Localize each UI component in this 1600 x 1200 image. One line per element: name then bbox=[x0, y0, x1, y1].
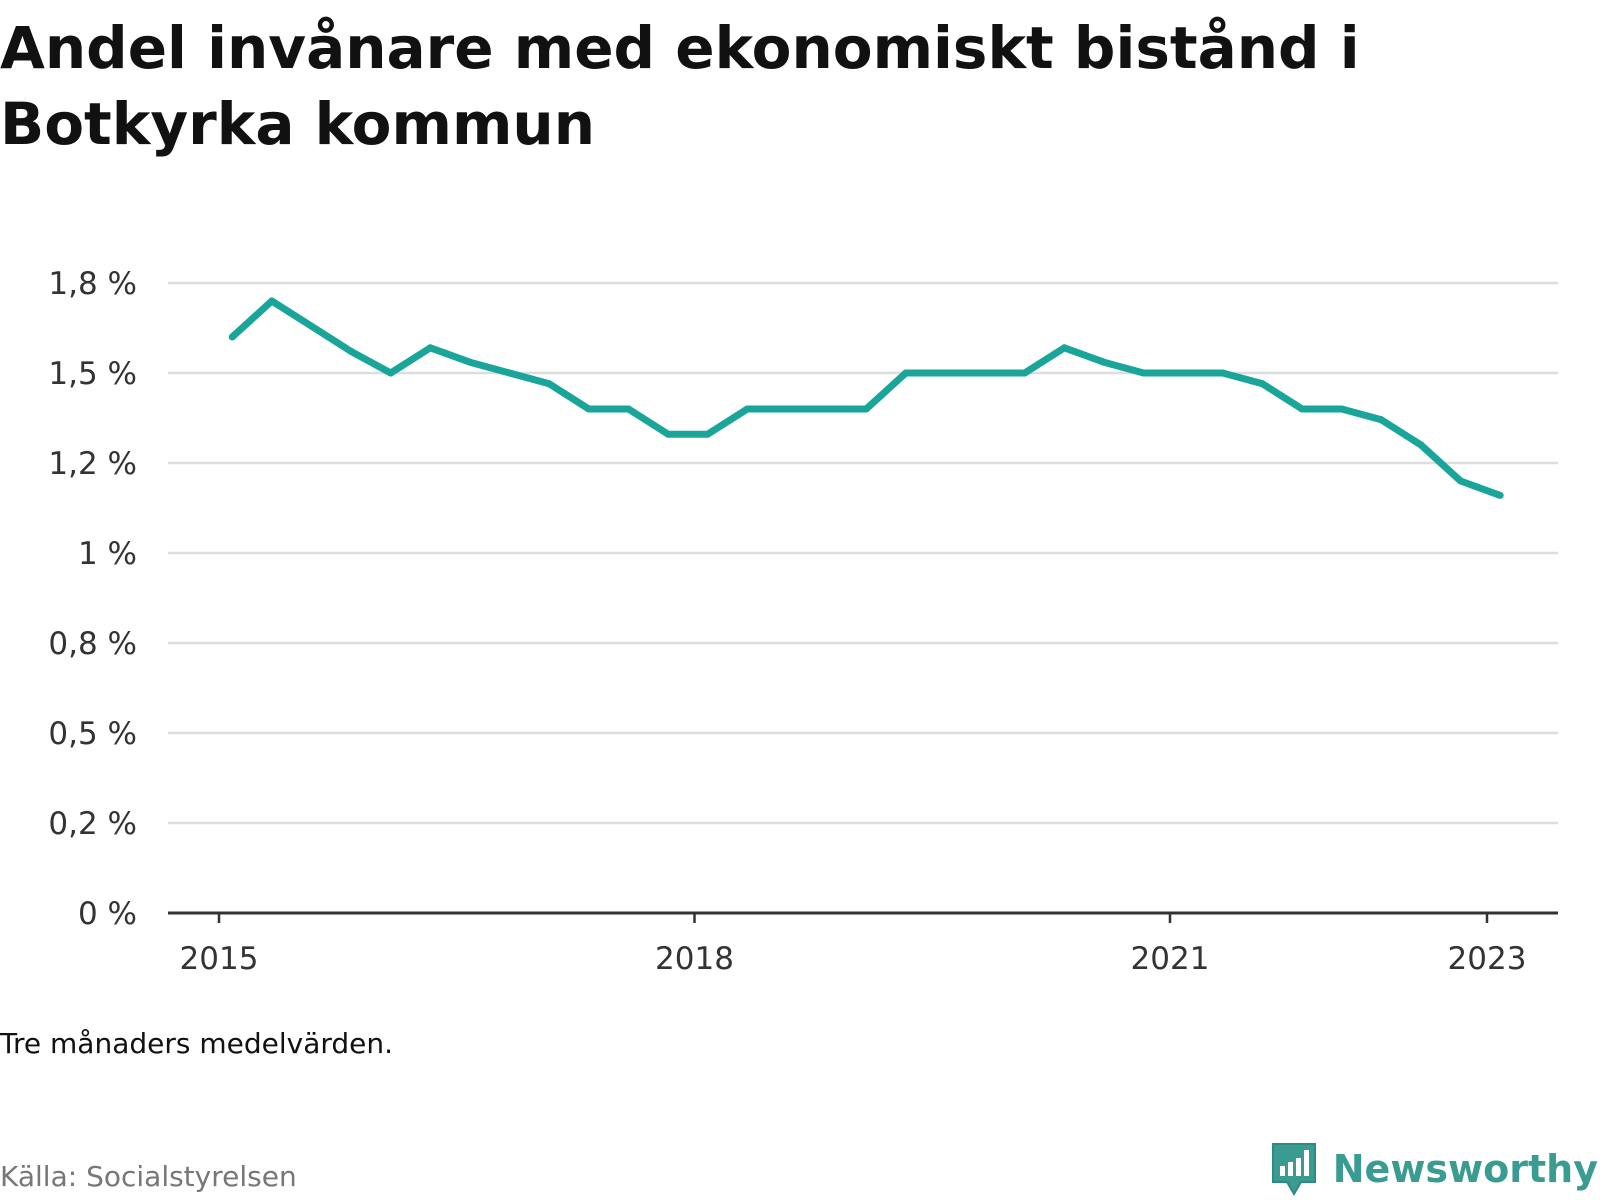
data-point bbox=[664, 430, 672, 438]
data-point bbox=[308, 322, 315, 330]
data-point bbox=[1259, 380, 1266, 388]
y-axis-ticks: 0 % 0,2 % 0,5 % 0,8 % 1 % 1,2 % 1,5 % 1,8 % bbox=[48, 266, 137, 932]
data-point bbox=[902, 369, 910, 377]
x-tick-label: 2015 bbox=[180, 941, 259, 977]
brand-name: Newsworthy bbox=[1332, 1147, 1598, 1191]
data-point bbox=[1298, 405, 1306, 413]
data-point bbox=[466, 358, 474, 366]
x-tick-label: 2018 bbox=[655, 941, 734, 977]
y-tick-label: 1,5 % bbox=[48, 356, 137, 392]
data-point bbox=[783, 405, 791, 413]
y-tick-label: 1,2 % bbox=[48, 446, 137, 482]
gridlines bbox=[168, 281, 1558, 825]
data-point bbox=[1021, 369, 1029, 377]
data-point bbox=[268, 297, 276, 305]
data-point bbox=[1140, 369, 1148, 377]
data-point bbox=[862, 405, 870, 413]
data-point bbox=[585, 405, 593, 413]
y-tick-label: 1 % bbox=[78, 536, 137, 572]
data-point bbox=[823, 405, 831, 413]
line-chart: 0 % 0,2 % 0,5 % 0,8 % 1 % 1,2 % 1,5 % 1,8 % 201… bbox=[48, 266, 1558, 977]
data-point bbox=[426, 344, 434, 352]
data-point bbox=[704, 430, 712, 438]
data-point bbox=[1377, 416, 1385, 424]
data-point bbox=[347, 347, 355, 355]
data-point bbox=[625, 405, 632, 413]
data-point bbox=[1496, 491, 1504, 499]
y-tick-label: 1,8 % bbox=[48, 266, 137, 302]
data-point bbox=[1417, 441, 1425, 449]
x-tick-label: 2023 bbox=[1448, 941, 1527, 977]
data-point bbox=[1100, 358, 1108, 366]
y-tick-label: 0,2 % bbox=[48, 806, 137, 842]
chart-title: Andel invånare med ekonomiskt bistånd i … bbox=[0, 14, 1360, 158]
data-point bbox=[1338, 405, 1346, 413]
data-point bbox=[545, 380, 553, 388]
x-axis-ticks: 2015 2018 2021 2023 bbox=[180, 913, 1527, 977]
y-tick-label: 0 % bbox=[78, 896, 137, 932]
data-point bbox=[942, 369, 949, 377]
data-point bbox=[387, 369, 395, 377]
x-tick-label: 2021 bbox=[1131, 941, 1210, 977]
data-point bbox=[228, 333, 236, 341]
series-line-0 bbox=[229, 297, 1502, 499]
y-tick-label: 0,8 % bbox=[48, 626, 137, 662]
data-point bbox=[1060, 344, 1068, 352]
brand-logo[interactable]: Newsworthy bbox=[1269, 1140, 1598, 1198]
data-point bbox=[506, 369, 514, 377]
chart-note: Tre månaders medelvärden. bbox=[0, 1027, 394, 1060]
data-point bbox=[1457, 477, 1465, 485]
newsworthy-logo-icon bbox=[1271, 1143, 1316, 1196]
y-tick-label: 0,5 % bbox=[48, 716, 137, 752]
source-credit: Källa: Socialstyrelsen bbox=[0, 1160, 297, 1193]
data-point bbox=[743, 405, 751, 413]
data-point bbox=[1179, 369, 1187, 377]
data-point bbox=[1219, 369, 1227, 377]
data-point bbox=[981, 369, 989, 377]
series-layer bbox=[228, 297, 1504, 499]
